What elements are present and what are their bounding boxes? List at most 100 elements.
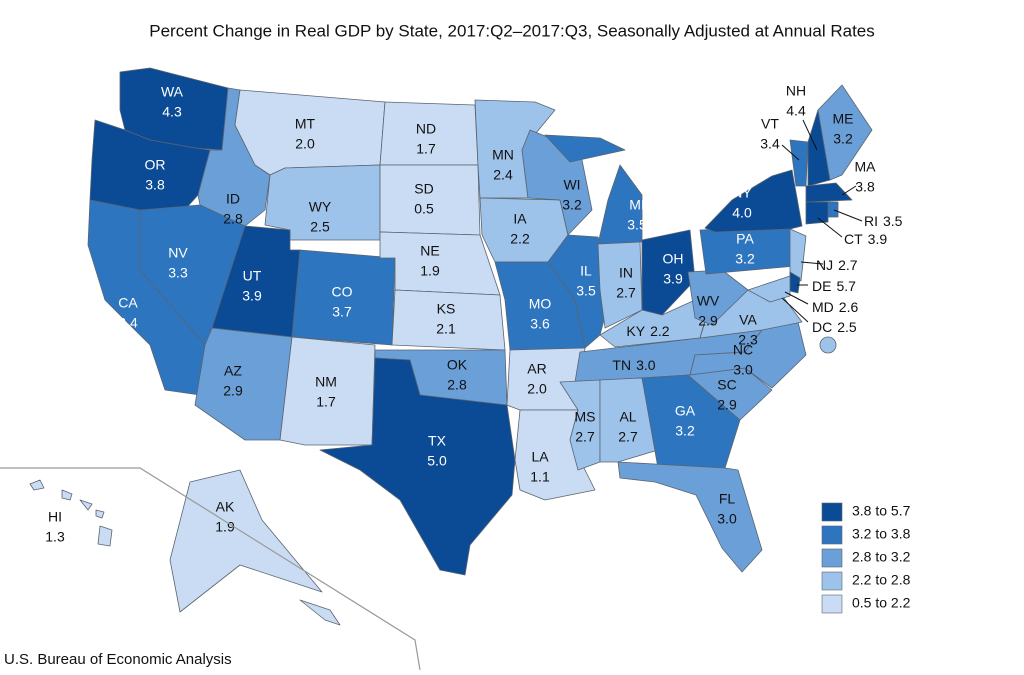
state-shape xyxy=(29,479,113,547)
state-label: MD 2.6 xyxy=(812,299,858,315)
state-abbr: MD xyxy=(812,299,834,315)
state-label: KY 2.2 xyxy=(626,323,669,339)
state-value: 2.1 xyxy=(436,321,456,337)
legend-label: 2.8 to 3.2 xyxy=(852,549,911,565)
legend-label: 2.2 to 2.8 xyxy=(852,572,911,588)
inset-frame xyxy=(0,467,421,671)
state-abbr: MT xyxy=(295,116,316,132)
state-value: 2.0 xyxy=(295,136,315,152)
state-value: 1.9 xyxy=(420,263,440,279)
state-value: 3.7 xyxy=(332,304,352,320)
state-abbr: GA xyxy=(675,403,696,419)
state-abbr: AL xyxy=(619,409,636,425)
state-value: 3.5 xyxy=(883,213,903,229)
state-value: 1.9 xyxy=(215,519,235,535)
state-abbr: TX xyxy=(428,433,447,449)
state-shape xyxy=(789,228,807,282)
state-label: DE 5.7 xyxy=(812,278,856,294)
state-abbr: LA xyxy=(531,449,549,465)
state-shape xyxy=(747,275,791,303)
state-value: 2.3 xyxy=(738,332,758,348)
state-abbr: NY xyxy=(732,185,752,201)
state-value: 3.3 xyxy=(168,265,188,281)
state-value: 1.7 xyxy=(316,394,336,410)
state-value: 3.4 xyxy=(760,136,780,152)
state-abbr: MA xyxy=(855,159,877,175)
leader-line xyxy=(800,261,824,265)
state-abbr: OR xyxy=(145,157,166,173)
state-shape xyxy=(827,201,839,218)
source-note: U.S. Bureau of Economic Analysis xyxy=(4,651,232,668)
state-abbr: WY xyxy=(309,199,332,215)
state-abbr: SD xyxy=(414,181,433,197)
state-shape xyxy=(641,374,741,469)
state-shape xyxy=(817,84,873,181)
state-abbr: ND xyxy=(416,121,436,137)
state-value: 3.2 xyxy=(562,197,582,213)
state-abbr: RI xyxy=(864,213,878,229)
state-abbr: SC xyxy=(717,377,736,393)
legend-swatch xyxy=(821,502,843,522)
state-label: NJ 2.7 xyxy=(816,257,858,273)
state-shape xyxy=(689,321,807,389)
state-shape xyxy=(194,327,293,441)
state-abbr: NM xyxy=(315,374,337,390)
state-shape xyxy=(597,241,643,329)
state-value: 3.0 xyxy=(636,357,656,373)
state-abbr: VA xyxy=(739,312,757,328)
state-value: 2.4 xyxy=(493,167,513,183)
state-value: 2.9 xyxy=(698,313,718,329)
state-value: 5.7 xyxy=(836,278,856,294)
state-label: TN 3.0 xyxy=(612,357,655,373)
state-value: 2.0 xyxy=(527,381,547,397)
state-abbr: KS xyxy=(437,301,456,317)
state-abbr: AZ xyxy=(224,363,242,379)
state-value: 3.5 xyxy=(627,217,647,233)
state-label: CT 3.9 xyxy=(844,231,887,247)
state-value: 4.4 xyxy=(786,103,806,119)
legend: 3.8 to 5.7 3.2 to 3.8 2.8 to 3.2 2.2 to 2.8… xyxy=(821,502,911,614)
legend-label: 0.5 to 2.2 xyxy=(852,595,911,611)
state-value: 2.9 xyxy=(717,397,737,413)
state-abbr: WA xyxy=(161,84,184,100)
state-abbr: CT xyxy=(844,231,863,247)
state-label: DC 2.5 xyxy=(812,319,857,335)
state-abbr: VT xyxy=(761,116,779,132)
state-abbr: MN xyxy=(492,147,514,163)
state-abbr: NC xyxy=(733,342,753,358)
state-value: 2.7 xyxy=(618,429,638,445)
state-shape xyxy=(805,182,853,203)
state-value: 3.0 xyxy=(733,362,753,378)
state-abbr: CO xyxy=(332,284,353,300)
state-abbr: OH xyxy=(663,251,684,267)
state-value: 3.6 xyxy=(530,316,550,332)
leader-line xyxy=(833,209,863,222)
leader-line xyxy=(784,291,809,305)
state-abbr: OK xyxy=(447,357,468,373)
leader-line xyxy=(781,144,800,161)
map-title: Percent Change in Real GDP by State, 201… xyxy=(149,21,875,40)
state-shape xyxy=(641,229,696,316)
state-shape xyxy=(169,469,341,626)
state-value: 4.3 xyxy=(162,104,182,120)
state-abbr: ID xyxy=(226,191,240,207)
state-shape xyxy=(819,336,837,354)
state-abbr: NH xyxy=(786,83,806,99)
state-value: 3.8 xyxy=(855,179,875,195)
state-abbr: KY xyxy=(626,323,645,339)
state-value: 2.7 xyxy=(575,429,595,445)
state-abbr: TN xyxy=(612,357,631,373)
state-value: 3.2 xyxy=(833,131,853,147)
state-value: 4.0 xyxy=(732,205,752,221)
legend-swatch xyxy=(821,571,843,591)
state-value: 3.9 xyxy=(868,231,888,247)
legend-swatch xyxy=(821,548,843,568)
state-shape xyxy=(379,231,501,296)
state-value: 1.7 xyxy=(416,141,436,157)
state-abbr: IL xyxy=(580,263,592,279)
state-abbr: AR xyxy=(527,361,546,377)
state-abbr: MS xyxy=(575,409,596,425)
state-abbr: NV xyxy=(168,245,188,261)
state-value: 5.0 xyxy=(427,453,447,469)
state-value: 2.5 xyxy=(837,319,857,335)
